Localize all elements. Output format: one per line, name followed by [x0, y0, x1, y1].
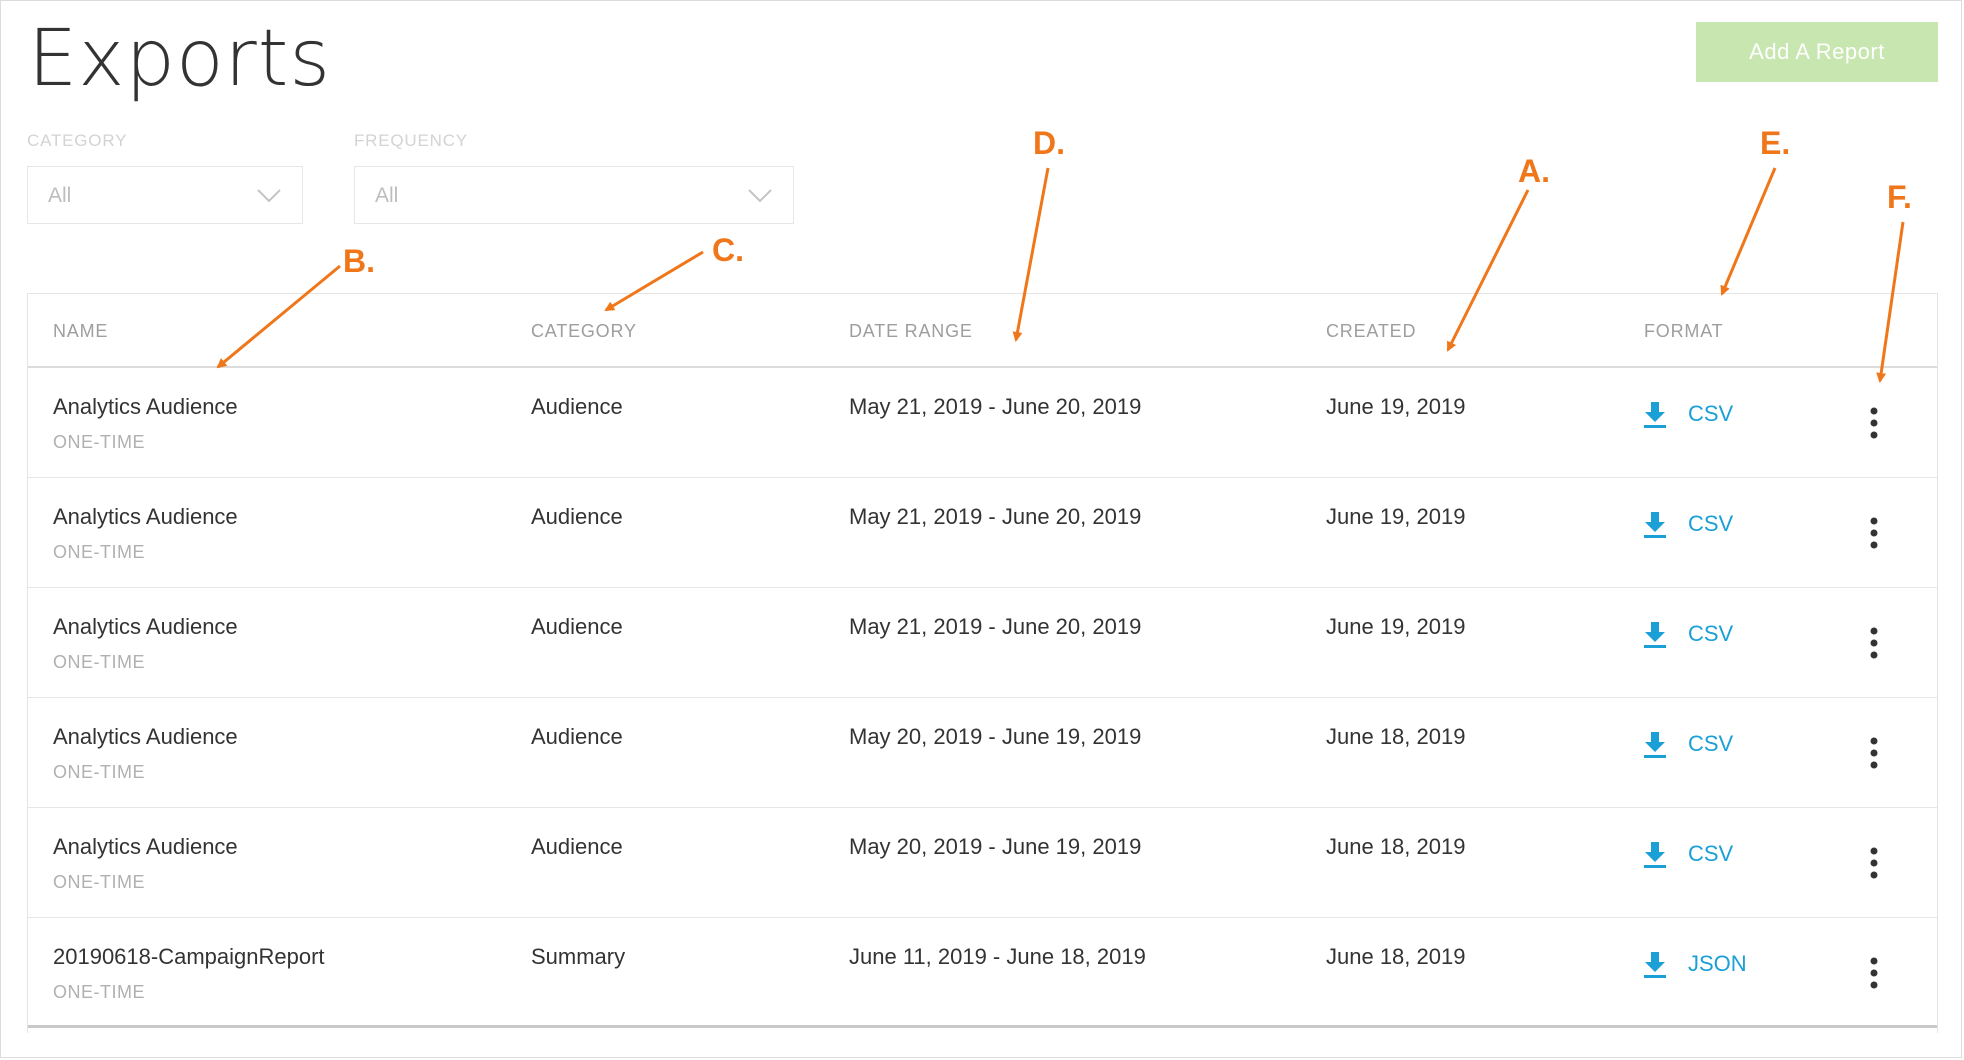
more-vertical-icon[interactable]	[1864, 625, 1884, 661]
page-title: Exports	[28, 14, 331, 104]
report-date-range: May 21, 2019 - June 20, 2019	[849, 504, 1142, 529]
download-format-label: CSV	[1688, 731, 1734, 756]
header-date-range[interactable]: DATE RANGE	[849, 321, 973, 341]
more-vertical-icon[interactable]	[1864, 515, 1884, 551]
category-select-value: All	[48, 184, 72, 207]
report-frequency: ONE-TIME	[53, 652, 145, 672]
download-link[interactable]: CSV	[1642, 510, 1733, 538]
more-vertical-icon[interactable]	[1864, 735, 1884, 771]
report-category: Audience	[531, 614, 623, 639]
download-format-label: CSV	[1688, 511, 1734, 536]
download-link[interactable]: CSV	[1642, 730, 1733, 758]
add-report-button[interactable]: Add A Report	[1696, 22, 1938, 82]
report-name[interactable]: Analytics Audience	[53, 394, 238, 419]
more-vertical-icon[interactable]	[1864, 955, 1884, 991]
report-date-range: May 21, 2019 - June 20, 2019	[849, 394, 1142, 419]
report-frequency: ONE-TIME	[53, 432, 145, 452]
download-format-label: CSV	[1688, 841, 1734, 866]
table-row: Analytics Audience ONE-TIME Audience May 20…	[28, 698, 1937, 808]
more-vertical-icon[interactable]	[1864, 845, 1884, 881]
table-header: NAME CATEGORY DATE RANGE CREATED FORMAT	[28, 294, 1937, 368]
download-format-label: JSON	[1688, 951, 1747, 976]
table-row: Analytics Audience ONE-TIME Audience May 21…	[28, 588, 1937, 698]
header-name[interactable]: NAME	[53, 321, 109, 341]
report-name[interactable]: Analytics Audience	[53, 614, 238, 639]
download-icon	[1644, 622, 1666, 648]
report-name[interactable]: 20190618-CampaignReport	[53, 944, 325, 969]
report-category: Audience	[531, 834, 623, 859]
report-name[interactable]: Analytics Audience	[53, 834, 238, 859]
category-select[interactable]: All	[27, 166, 303, 224]
report-frequency: ONE-TIME	[53, 872, 145, 892]
report-category: Audience	[531, 504, 623, 529]
frequency-filter-label: FREQUENCY	[354, 131, 468, 150]
frequency-select[interactable]: All	[354, 166, 794, 224]
chevron-down-icon	[257, 189, 281, 203]
header-created[interactable]: CREATED	[1326, 321, 1417, 341]
report-frequency: ONE-TIME	[53, 542, 145, 562]
category-filter-label: CATEGORY	[27, 131, 128, 150]
report-category: Audience	[531, 724, 623, 749]
report-name[interactable]: Analytics Audience	[53, 724, 238, 749]
report-category: Audience	[531, 394, 623, 419]
download-link[interactable]: JSON	[1642, 950, 1747, 978]
report-name[interactable]: Analytics Audience	[53, 504, 238, 529]
table-row: Analytics Audience ONE-TIME Audience May 21…	[28, 368, 1937, 478]
report-created: June 19, 2019	[1326, 614, 1466, 639]
more-vertical-icon[interactable]	[1864, 405, 1884, 441]
download-format-label: CSV	[1688, 621, 1734, 646]
download-icon	[1644, 952, 1666, 978]
download-link[interactable]: CSV	[1642, 620, 1733, 648]
report-created: June 19, 2019	[1326, 394, 1466, 419]
download-link[interactable]: CSV	[1642, 840, 1733, 868]
header-category[interactable]: CATEGORY	[531, 321, 637, 341]
frequency-select-value: All	[375, 184, 399, 207]
report-date-range: May 20, 2019 - June 19, 2019	[849, 834, 1142, 859]
report-created: June 18, 2019	[1326, 944, 1466, 969]
download-icon	[1644, 512, 1666, 538]
download-icon	[1644, 402, 1666, 428]
table-row: Analytics Audience ONE-TIME Audience May 20…	[28, 808, 1937, 918]
table-row: 20190618-CampaignReport ONE-TIME Summary Ju…	[28, 918, 1937, 1028]
download-icon	[1644, 842, 1666, 868]
report-frequency: ONE-TIME	[53, 982, 145, 1002]
report-category: Summary	[531, 944, 626, 969]
download-icon	[1644, 732, 1666, 758]
report-date-range: May 21, 2019 - June 20, 2019	[849, 614, 1142, 639]
report-frequency: ONE-TIME	[53, 762, 145, 782]
chevron-down-icon	[748, 189, 772, 203]
report-created: June 18, 2019	[1326, 834, 1466, 859]
report-date-range: May 20, 2019 - June 19, 2019	[849, 724, 1142, 749]
download-format-label: CSV	[1688, 401, 1734, 426]
table-row: Analytics Audience ONE-TIME Audience May 21…	[28, 478, 1937, 588]
report-created: June 19, 2019	[1326, 504, 1466, 529]
report-date-range: June 11, 2019 - June 18, 2019	[849, 944, 1146, 969]
header-format: FORMAT	[1644, 321, 1724, 341]
report-created: June 18, 2019	[1326, 724, 1466, 749]
exports-table: NAME CATEGORY DATE RANGE CREATED FORMAT …	[27, 293, 1938, 1033]
download-link[interactable]: CSV	[1642, 400, 1733, 428]
